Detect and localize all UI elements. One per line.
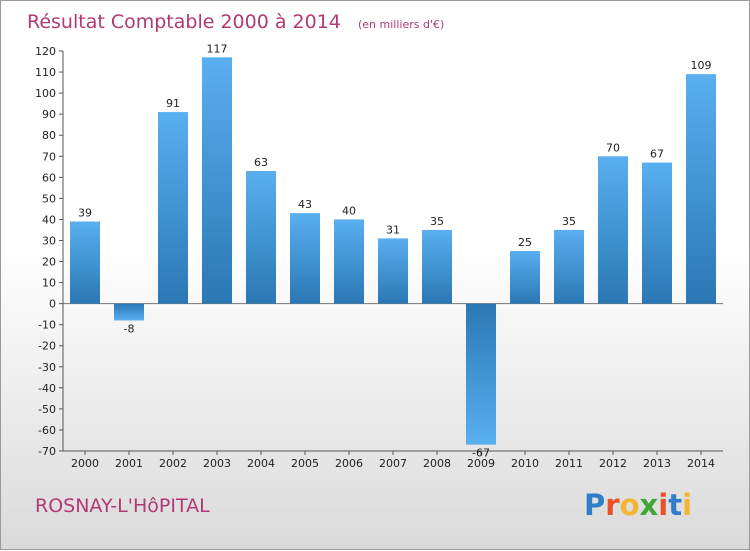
bar xyxy=(554,229,584,304)
logo-letter: r xyxy=(605,488,620,522)
chart-bars xyxy=(70,57,716,445)
logo-letter: i xyxy=(682,488,693,522)
y-tick-label: -10 xyxy=(38,319,56,332)
data-label: 43 xyxy=(298,198,312,211)
data-label: 31 xyxy=(386,223,400,236)
x-tick-label: 2004 xyxy=(247,457,275,470)
bar xyxy=(598,156,628,304)
logo-letter: P xyxy=(584,488,606,522)
y-tick-label: -50 xyxy=(38,403,56,416)
x-tick-label: 2003 xyxy=(203,457,231,470)
y-tick-label: 10 xyxy=(42,277,56,290)
bar xyxy=(642,162,672,304)
logo-letter: i xyxy=(658,488,669,522)
x-tick-label: 2011 xyxy=(555,457,583,470)
x-tick-label: 2001 xyxy=(115,457,143,470)
data-label: 70 xyxy=(606,141,620,154)
logo-letter: o xyxy=(619,488,640,522)
y-tick-label: 50 xyxy=(42,192,56,205)
chart-title-main: Résultat Comptable 2000 à 2014 xyxy=(27,11,341,33)
bar xyxy=(422,229,452,304)
y-tick-label: -30 xyxy=(38,361,56,374)
bar xyxy=(334,219,364,304)
logo-letter: x xyxy=(639,488,659,522)
x-tick-label: 2014 xyxy=(687,457,715,470)
x-tick-label: 2007 xyxy=(379,457,407,470)
data-label: 39 xyxy=(78,207,92,220)
data-label: 40 xyxy=(342,204,356,217)
y-tick-label: -40 xyxy=(38,382,56,395)
bar xyxy=(686,74,716,304)
x-tick-label: 2009 xyxy=(467,457,495,470)
data-label: 35 xyxy=(430,215,444,228)
y-tick-label: 30 xyxy=(42,234,56,247)
x-tick-label: 2006 xyxy=(335,457,363,470)
y-tick-label: 40 xyxy=(42,213,56,226)
bar xyxy=(466,303,496,445)
chart-title-unit: (en milliers d'€) xyxy=(358,18,444,31)
y-tick-label: 110 xyxy=(35,66,56,79)
bar xyxy=(158,112,188,304)
y-tick-label: -20 xyxy=(38,340,56,353)
chart-axes: 1201101009080706050403020100-10-20-30-40… xyxy=(35,45,723,470)
data-label: 91 xyxy=(166,97,180,110)
data-label: -8 xyxy=(124,322,135,335)
y-tick-label: 60 xyxy=(42,171,56,184)
data-label: -67 xyxy=(472,447,490,460)
bar xyxy=(290,213,320,304)
data-label: 35 xyxy=(562,215,576,228)
y-tick-label: -70 xyxy=(38,445,56,458)
x-tick-label: 2012 xyxy=(599,457,627,470)
data-label: 109 xyxy=(691,59,712,72)
y-tick-label: 120 xyxy=(35,45,56,58)
chart-data-labels: 39 -8 91 117 63 43 40 31 35 -67 25 35 70 67 109 xyxy=(78,42,712,459)
y-tick-label: 90 xyxy=(42,108,56,121)
x-tick-label: 2008 xyxy=(423,457,451,470)
y-tick-label: 80 xyxy=(42,129,56,142)
y-tick-label: -60 xyxy=(38,424,56,437)
y-tick-label: 0 xyxy=(49,298,56,311)
x-tick-label: 2013 xyxy=(643,457,671,470)
location-name: ROSNAY-L'HôPITAL xyxy=(35,495,210,517)
bar xyxy=(510,251,540,304)
proxiti-logo: Proxiti xyxy=(584,488,692,522)
bar xyxy=(114,303,144,321)
data-label: 67 xyxy=(650,148,664,161)
data-label: 63 xyxy=(254,156,268,169)
x-tick-label: 2002 xyxy=(159,457,187,470)
logo-letter: t xyxy=(668,488,683,522)
x-tick-label: 2010 xyxy=(511,457,539,470)
y-tick-label: 100 xyxy=(35,87,56,100)
y-tick-label: 70 xyxy=(42,150,56,163)
x-tick-label: 2000 xyxy=(71,457,99,470)
bar xyxy=(202,57,232,304)
data-label: 25 xyxy=(518,236,532,249)
bar xyxy=(378,238,408,304)
y-tick-label: 20 xyxy=(42,256,56,269)
data-label: 117 xyxy=(207,42,228,55)
x-tick-label: 2005 xyxy=(291,457,319,470)
chart-title: Résultat Comptable 2000 à 2014 (en milli… xyxy=(27,11,444,33)
bar xyxy=(246,171,276,304)
bar xyxy=(70,221,100,304)
